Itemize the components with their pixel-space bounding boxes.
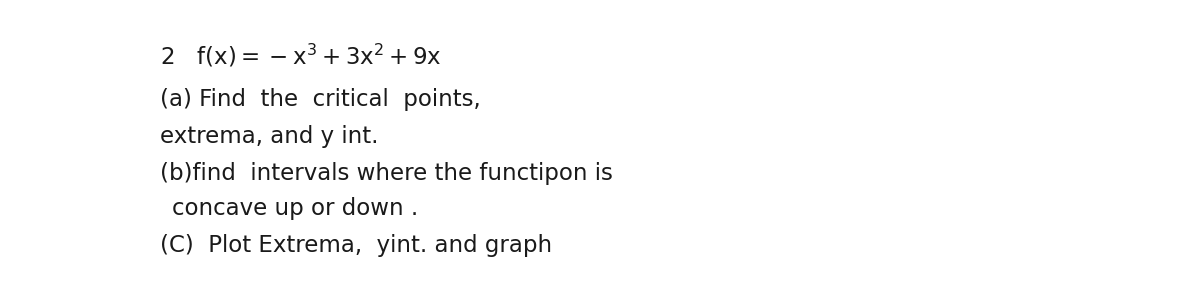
- Text: $\mathsf{2\ \ \ f(x)=-x^3+3x^2+9x}$: $\mathsf{2\ \ \ f(x)=-x^3+3x^2+9x}$: [160, 42, 442, 69]
- Text: (b)find  intervals where the functipon is: (b)find intervals where the functipon is: [160, 162, 613, 185]
- Text: (a) Find  the  critical  points,: (a) Find the critical points,: [160, 88, 481, 111]
- Text: (C)  Plot Extrema,  yint. and graph: (C) Plot Extrema, yint. and graph: [160, 234, 552, 257]
- Text: extrema, and y int.: extrema, and y int.: [160, 125, 378, 148]
- Text: concave up or down .: concave up or down .: [172, 197, 419, 220]
